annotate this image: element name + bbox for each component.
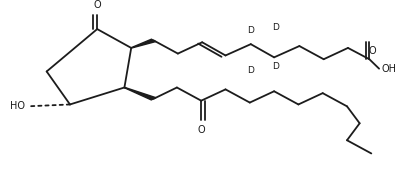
Text: D: D (247, 66, 254, 75)
Polygon shape (131, 39, 156, 48)
Text: O: O (369, 46, 376, 56)
Text: OH: OH (381, 64, 396, 74)
Polygon shape (124, 87, 156, 100)
Text: D: D (247, 27, 254, 35)
Text: O: O (93, 0, 101, 10)
Text: D: D (272, 23, 279, 32)
Text: O: O (197, 125, 205, 135)
Text: D: D (272, 62, 279, 71)
Text: HO: HO (10, 101, 25, 111)
